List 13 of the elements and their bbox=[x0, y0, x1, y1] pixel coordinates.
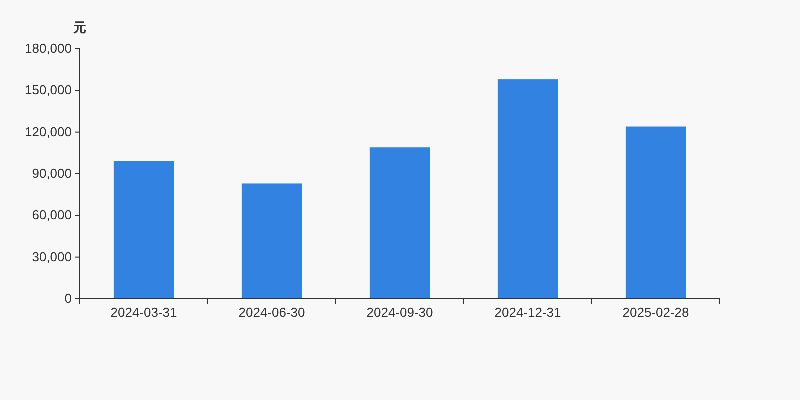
y-axis-title: 元 bbox=[72, 20, 86, 35]
x-tick-label: 2024-06-30 bbox=[238, 305, 306, 320]
y-tick-label: 120,000 bbox=[25, 124, 72, 140]
y-tick-label: 180,000 bbox=[25, 41, 72, 56]
x-tick-label: 2024-03-31 bbox=[110, 305, 178, 320]
x-tick-label: 2024-09-30 bbox=[366, 305, 434, 320]
x-tick-label: 2025-02-28 bbox=[622, 305, 690, 320]
y-tick-label: 60,000 bbox=[32, 208, 72, 223]
y-tick-label: 90,000 bbox=[32, 166, 72, 181]
x-tick-label: 2024-12-31 bbox=[494, 305, 562, 320]
y-tick-label: 150,000 bbox=[25, 82, 72, 98]
y-tick-label: 0 bbox=[64, 291, 72, 306]
y-tick-label: 30,000 bbox=[32, 249, 72, 264]
